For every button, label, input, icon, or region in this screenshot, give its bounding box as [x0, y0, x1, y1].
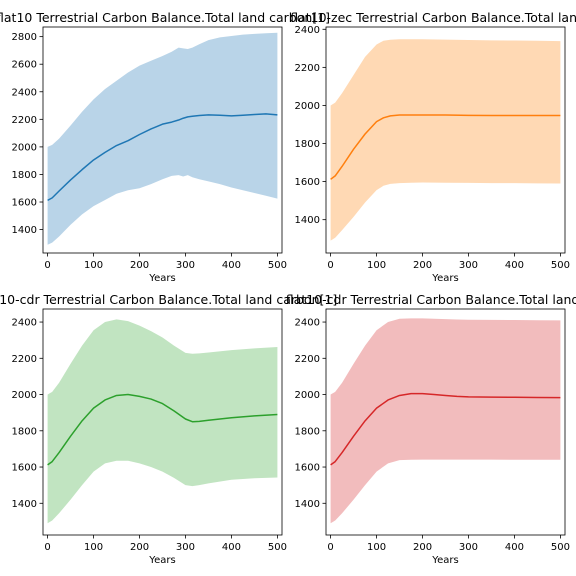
- range-band: [330, 39, 561, 241]
- y-tick-label: 1800: [12, 170, 37, 181]
- y-tick-label: 1600: [12, 463, 37, 474]
- x-tick-label: 300: [176, 542, 195, 553]
- x-tick-label: 200: [130, 542, 149, 553]
- y-tick-label: 2200: [295, 354, 320, 365]
- panel-flat10-cdr-2: 0 100 200 300 400 500 1400 1600 1800 2000 2200 2400…: [286, 292, 576, 566]
- y-tick-label: 2000: [295, 390, 320, 401]
- y-tick-label: 1400: [12, 499, 37, 510]
- x-tick-label: 100: [84, 542, 103, 553]
- x-tick-label: 400: [505, 542, 524, 553]
- plot-frame: [325, 26, 566, 254]
- x-tick-label: 200: [130, 260, 149, 271]
- x-tick-label: 400: [222, 542, 241, 553]
- x-tick-label: 100: [367, 542, 386, 553]
- plot-frame: [42, 308, 283, 536]
- y-tick-label: 1400: [12, 225, 37, 236]
- y-tick-label: 2400: [295, 25, 320, 36]
- x-tick-label: 500: [551, 542, 570, 553]
- y-tick-label: 2200: [295, 63, 320, 74]
- x-tick-label: 400: [505, 260, 524, 271]
- x-tick-label: 500: [268, 542, 287, 553]
- y-tick-label: 1400: [295, 499, 320, 510]
- plot-frame: [42, 26, 283, 254]
- y-tick-label: 2200: [12, 354, 37, 365]
- x-axis-label: Years: [148, 555, 175, 566]
- y-tick-label: 2000: [12, 142, 37, 153]
- panel-flat10-zec: 0 100 200 300 400 500 1400 1600 1800 2000 2200 2400…: [290, 10, 576, 284]
- range-band: [47, 319, 278, 524]
- x-tick-label: 200: [413, 542, 432, 553]
- y-tick-label: 2000: [12, 390, 37, 401]
- x-tick-label: 100: [84, 260, 103, 271]
- x-tick-label: 300: [459, 542, 478, 553]
- y-tick-label: 1600: [295, 463, 320, 474]
- y-tick-label: 1800: [295, 426, 320, 437]
- mean-line: [330, 114, 561, 180]
- x-tick-label: 0: [327, 260, 333, 271]
- x-axis-label: Years: [148, 273, 175, 284]
- x-tick-label: 200: [413, 260, 432, 271]
- chart-title: flat10 Terrestrial Carbon Balance.Total …: [0, 10, 330, 25]
- y-tick-label: 1400: [295, 215, 320, 226]
- mean-line: [47, 113, 278, 202]
- panel-flat10-cdr: 0 100 200 300 400 500 1400 1600 1800 2000 2200 2400…: [0, 292, 337, 566]
- y-tick-label: 2000: [295, 101, 320, 112]
- mean-line: [330, 392, 561, 466]
- mean-line: [47, 393, 278, 466]
- y-tick-label: 2400: [12, 87, 37, 98]
- plot-frame: [325, 308, 566, 536]
- y-tick-label: 1800: [295, 139, 320, 150]
- y-tick-label: 2200: [12, 115, 37, 126]
- y-tick-label: 2400: [12, 318, 37, 329]
- x-tick-label: 100: [367, 260, 386, 271]
- x-tick-label: 0: [327, 542, 333, 553]
- x-tick-label: 0: [44, 542, 50, 553]
- x-tick-label: 300: [176, 260, 195, 271]
- x-axis-label: Years: [431, 555, 458, 566]
- x-tick-label: 400: [222, 260, 241, 271]
- chart-title: flat10-cdr Terrestrial Carbon Balance.To…: [286, 292, 576, 307]
- y-tick-label: 2400: [295, 318, 320, 329]
- chart-title: flat10-cdr Terrestrial Carbon Balance.To…: [0, 292, 337, 307]
- chart-title: flat10-zec Terrestrial Carbon Balance.To…: [290, 10, 576, 25]
- x-tick-label: 300: [459, 260, 478, 271]
- x-tick-label: 500: [268, 260, 287, 271]
- x-tick-label: 0: [44, 260, 50, 271]
- x-axis-label: Years: [431, 273, 458, 284]
- y-tick-label: 1800: [12, 426, 37, 437]
- range-band: [47, 32, 278, 245]
- range-band: [330, 318, 561, 524]
- y-tick-label: 1600: [295, 177, 320, 188]
- y-tick-label: 2600: [12, 60, 37, 71]
- y-tick-label: 2800: [12, 32, 37, 43]
- panel-flat10: 0 100 200 300 400 500 1400 1600 1800 2000 2200 2400…: [0, 10, 330, 284]
- x-tick-label: 500: [551, 260, 570, 271]
- y-tick-label: 1600: [12, 198, 37, 209]
